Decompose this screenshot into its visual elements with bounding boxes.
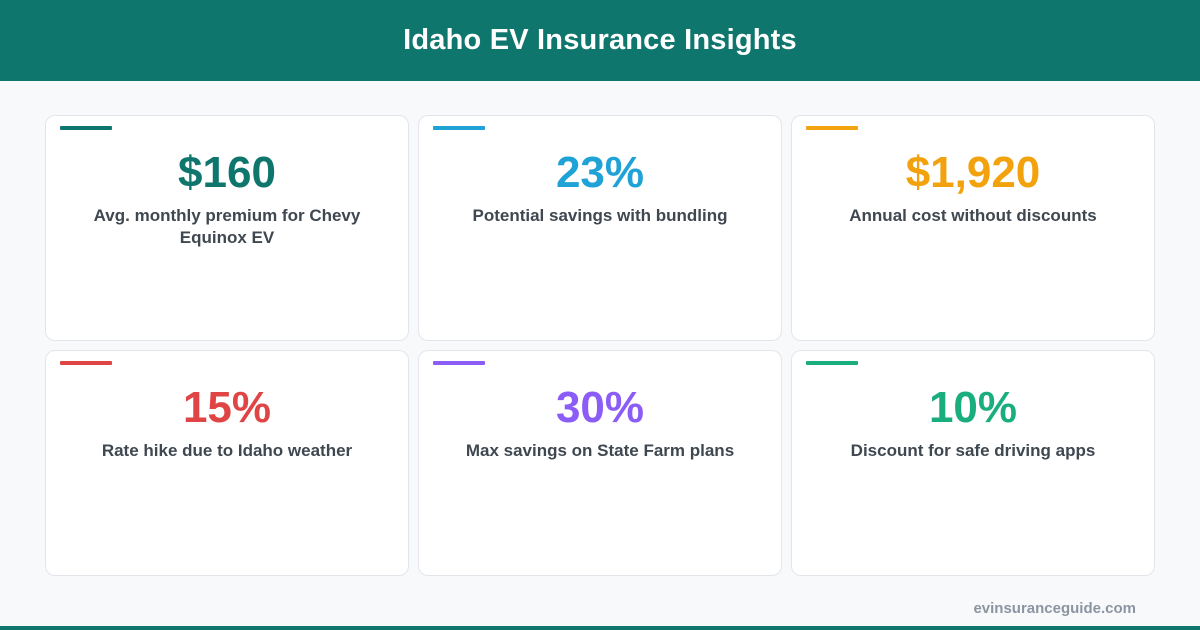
stat-value: $160 [178, 148, 276, 197]
stat-label: Annual cost without discounts [849, 206, 1097, 225]
stat-value: 23% [555, 148, 645, 197]
stat-card-bundling: 23% Potential savings with bundling [418, 115, 782, 341]
page-title: Idaho EV Insurance Insights [403, 24, 797, 56]
stat-label: Rate hike due to Idaho weather [101, 441, 353, 460]
stat-label: Potential savings with bundling [472, 206, 728, 225]
stat-value: $1,920 [905, 148, 1041, 197]
stat-value: 10% [928, 383, 1018, 432]
stat-card-annual-cost: $1,920 Annual cost without discounts [791, 115, 1155, 341]
bottom-accent-bar [0, 626, 1200, 630]
stat-card-state-farm: 30% Max savings on State Farm plans [418, 350, 782, 576]
card-accent-bar [60, 361, 112, 365]
stat-label: Avg. monthly premium for Chevy Equinox E… [93, 206, 361, 247]
stat-card-rate-hike: 15% Rate hike due to Idaho weather [45, 350, 409, 576]
stat-label: Max savings on State Farm plans [465, 441, 735, 460]
card-accent-bar [806, 361, 858, 365]
stat-value: 30% [555, 383, 645, 432]
stats-grid: $160 Avg. monthly premium for Chevy Equi… [45, 115, 1155, 576]
stat-label: Discount for safe driving apps [850, 441, 1096, 460]
stat-card-safe-driving: 10% Discount for safe driving apps [791, 350, 1155, 576]
stat-value: 15% [182, 383, 272, 432]
page-header: Idaho EV Insurance Insights [0, 0, 1200, 81]
card-accent-bar [60, 126, 112, 130]
stat-card-premium: $160 Avg. monthly premium for Chevy Equi… [45, 115, 409, 341]
card-accent-bar [433, 126, 485, 130]
card-accent-bar [806, 126, 858, 130]
site-domain: evinsuranceguide.com [973, 600, 1136, 617]
card-accent-bar [433, 361, 485, 365]
